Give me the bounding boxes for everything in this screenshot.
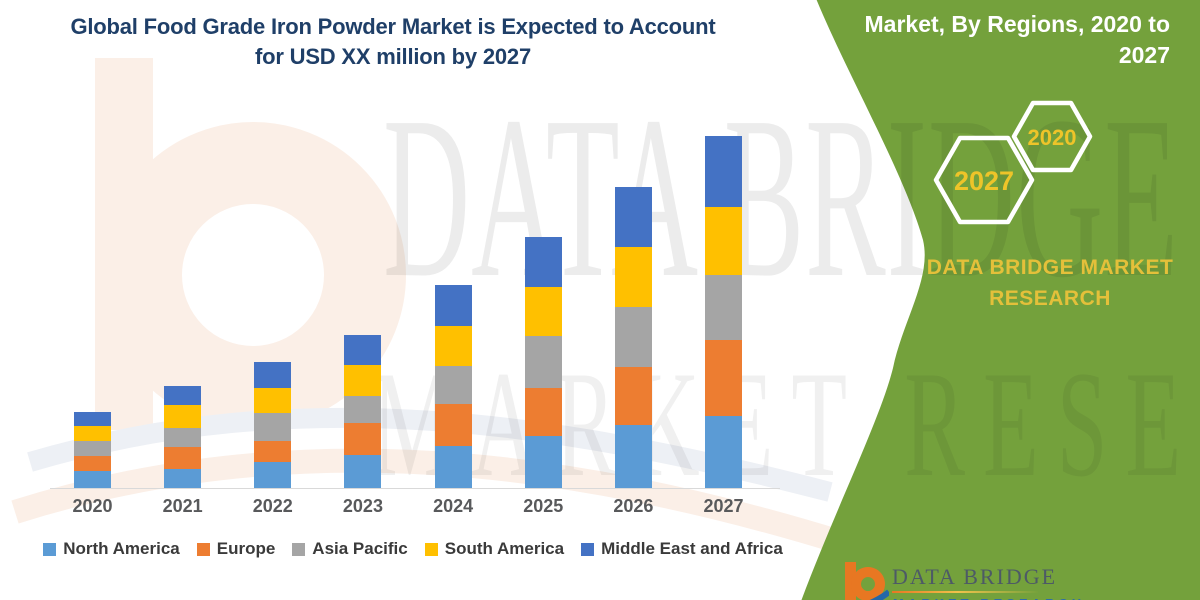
legend-swatch (581, 542, 595, 556)
legend-label: South America (444, 539, 565, 558)
x-axis-line (50, 488, 780, 489)
bar-segment-south-america (164, 405, 202, 428)
legend-item: South America (424, 539, 565, 559)
legend-label: North America (63, 539, 180, 558)
bar-segment-middle-east-and-africa (434, 285, 472, 326)
bar-segment-europe (164, 447, 202, 469)
brand-text-line2: RESEARCH (989, 287, 1111, 310)
bar-segment-asia-pacific (164, 428, 202, 447)
logo-blue-swoosh (869, 589, 889, 600)
x-axis-label: 2025 (523, 496, 564, 516)
bar-segment-asia-pacific (524, 336, 562, 388)
panel-header: Market, By Regions, 2020 to 2027 (864, 11, 1171, 68)
bar-segment-asia-pacific (344, 396, 382, 423)
bar-segment-north-america (705, 416, 743, 488)
footer-logo-underline (892, 591, 1038, 593)
bar-segment-north-america (344, 455, 382, 488)
bar-segment-south-america (254, 388, 292, 413)
legend-label: Europe (216, 539, 276, 558)
bar-segment-middle-east-and-africa (254, 362, 292, 388)
bar-segment-south-america (524, 287, 562, 336)
hexagon-badges (933, 100, 1093, 225)
legend-swatch (43, 542, 57, 556)
bar-segment-north-america (524, 436, 562, 488)
bar-segment-north-america (254, 462, 292, 488)
legend-swatch (196, 542, 210, 556)
watermark-b-bowl (100, 122, 406, 428)
chart-legend: North America Europe Asia Pacific South Ame… (43, 539, 783, 559)
footer-logo: DATA BRIDGE MARKET RESEARCH (840, 558, 1200, 600)
legend-item: North America (43, 539, 180, 559)
bar-segment-middle-east-and-africa (524, 237, 562, 287)
bar-segment-europe (434, 404, 472, 446)
bar-segment-north-america (614, 425, 652, 488)
footer-logo-name: DATA BRIDGE (892, 564, 1058, 589)
x-axis-label: 2027 (703, 496, 744, 516)
x-axis-label: 2024 (433, 496, 474, 516)
bar-segment-europe (74, 456, 111, 471)
bar-segment-south-america (614, 247, 652, 307)
bar-segment-middle-east-and-africa (164, 386, 202, 405)
bar-segment-middle-east-and-africa (344, 335, 382, 365)
bar-segment-europe (254, 441, 292, 462)
bar-segment-europe (344, 423, 382, 455)
bar-segment-south-america (74, 426, 111, 441)
bar-segment-europe (524, 388, 562, 436)
logo-b-bowl (851, 567, 886, 600)
legend-label: Asia Pacific (312, 539, 408, 558)
hexagon-2027 (933, 135, 1035, 225)
legend-item: Middle East and Africa (581, 539, 783, 559)
legend-item: Europe (196, 539, 276, 559)
chart-title-line2: for USD XX million by 2027 (255, 44, 531, 69)
bar-segment-south-america (344, 365, 382, 396)
legend-item: Asia Pacific (292, 539, 408, 559)
bar-segment-asia-pacific (74, 441, 111, 456)
bar-segment-asia-pacific (434, 366, 472, 404)
hexagon-2020 (1011, 100, 1093, 173)
bar-segment-north-america (434, 446, 472, 488)
x-axis-label: 2023 (342, 496, 383, 516)
logo-b-stem (845, 562, 856, 600)
footer-logo-mark (845, 562, 889, 600)
x-axis-label: 2021 (162, 496, 203, 516)
chart-title: Global Food Grade Iron Powder Market is … (30, 12, 756, 72)
bar-segment-asia-pacific (705, 275, 743, 340)
x-axis-label: 2026 (613, 496, 654, 516)
bar-segment-europe (614, 367, 652, 425)
bar-segment-south-america (434, 326, 472, 366)
bar-segment-middle-east-and-africa (705, 136, 743, 207)
footer-logo-subtext: MARKET RESEARCH (893, 596, 1085, 600)
brand-text: DATA BRIDGE MARKET RESEARCH (900, 252, 1200, 314)
green-panel-path (801, 0, 1200, 600)
bar-segment-north-america (164, 469, 202, 488)
hexagon-2020-label: 2020 (1027, 125, 1077, 150)
brand-text-line1: DATA BRIDGE MARKET (926, 256, 1174, 279)
bar-segment-middle-east-and-africa (74, 412, 111, 426)
bar-segment-europe (705, 340, 743, 416)
bar-segment-asia-pacific (254, 413, 292, 441)
x-axis-label: 2022 (252, 496, 293, 516)
bar-segment-asia-pacific (614, 307, 652, 367)
bar-segment-middle-east-and-africa (614, 187, 652, 247)
chart-title-line1: Global Food Grade Iron Powder Market is … (70, 14, 716, 39)
hexagon-2027-label: 2027 (953, 166, 1015, 196)
legend-swatch (292, 542, 306, 556)
bar-segment-north-america (74, 471, 111, 488)
legend-label: Middle East and Africa (601, 539, 783, 558)
bar-segment-south-america (705, 207, 743, 275)
x-axis-label: 2020 (72, 496, 113, 516)
legend-swatch (424, 542, 438, 556)
